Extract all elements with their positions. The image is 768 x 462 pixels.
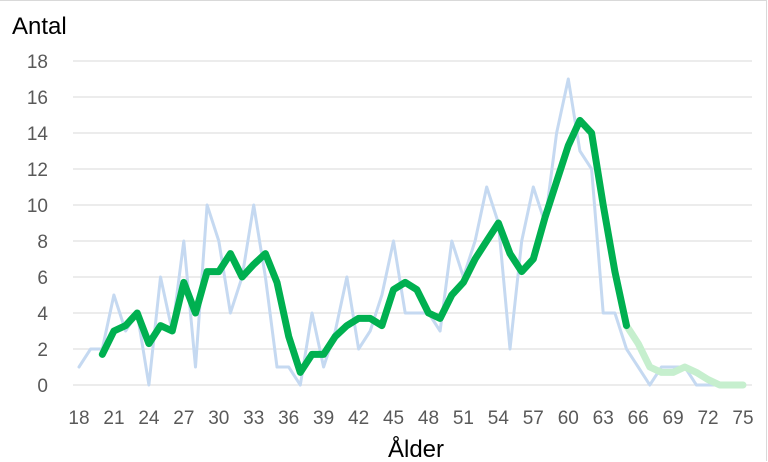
y-tick-label: 12 xyxy=(27,160,48,181)
y-tick-label: 0 xyxy=(37,376,48,397)
x-tick-label: 36 xyxy=(278,408,299,429)
gridlines xyxy=(73,60,752,386)
x-tick-label: 63 xyxy=(593,408,614,429)
x-tick-labels: 18 21 24 27 30 33 36 39 42 45 48 51 54 57 60 63 66 69 72 75 xyxy=(68,408,753,429)
x-tick-label: 60 xyxy=(558,408,579,429)
series-line-average xyxy=(98,116,630,376)
x-tick-label: 54 xyxy=(488,408,510,429)
series-line-raw xyxy=(77,77,745,387)
series-lines xyxy=(77,77,747,389)
x-tick-label: 30 xyxy=(208,408,229,429)
x-tick-label: 42 xyxy=(348,408,369,429)
x-tick-label: 51 xyxy=(453,408,474,429)
x-tick-label: 27 xyxy=(173,408,194,429)
y-tick-label: 4 xyxy=(37,304,48,325)
x-tick-label: 69 xyxy=(663,408,684,429)
x-tick-label: 24 xyxy=(138,408,160,429)
y-tick-label: 6 xyxy=(37,268,48,289)
x-tick-label: 33 xyxy=(243,408,264,429)
y-tick-label: 8 xyxy=(37,232,48,253)
x-tick-label: 75 xyxy=(732,408,753,429)
x-tick-label: 18 xyxy=(68,408,89,429)
x-tick-label: 21 xyxy=(103,408,124,429)
y-tick-labels: 0 2 4 6 8 10 12 14 16 18 xyxy=(27,52,49,397)
y-tick-label: 14 xyxy=(27,124,49,145)
x-axis-title: Ålder xyxy=(388,435,444,462)
x-tick-label: 72 xyxy=(697,408,718,429)
x-tick-label: 39 xyxy=(313,408,334,429)
x-tick-label: 45 xyxy=(383,408,404,429)
y-tick-label: 2 xyxy=(37,340,48,361)
y-tick-label: 10 xyxy=(27,196,48,217)
x-tick-label: 48 xyxy=(418,408,439,429)
series-line-average-faded xyxy=(623,322,747,389)
x-tick-label: 66 xyxy=(628,408,649,429)
y-axis-title: Antal xyxy=(12,13,67,40)
y-tick-label: 16 xyxy=(27,88,48,109)
x-tick-label: 57 xyxy=(523,408,544,429)
y-tick-label: 18 xyxy=(27,52,48,73)
